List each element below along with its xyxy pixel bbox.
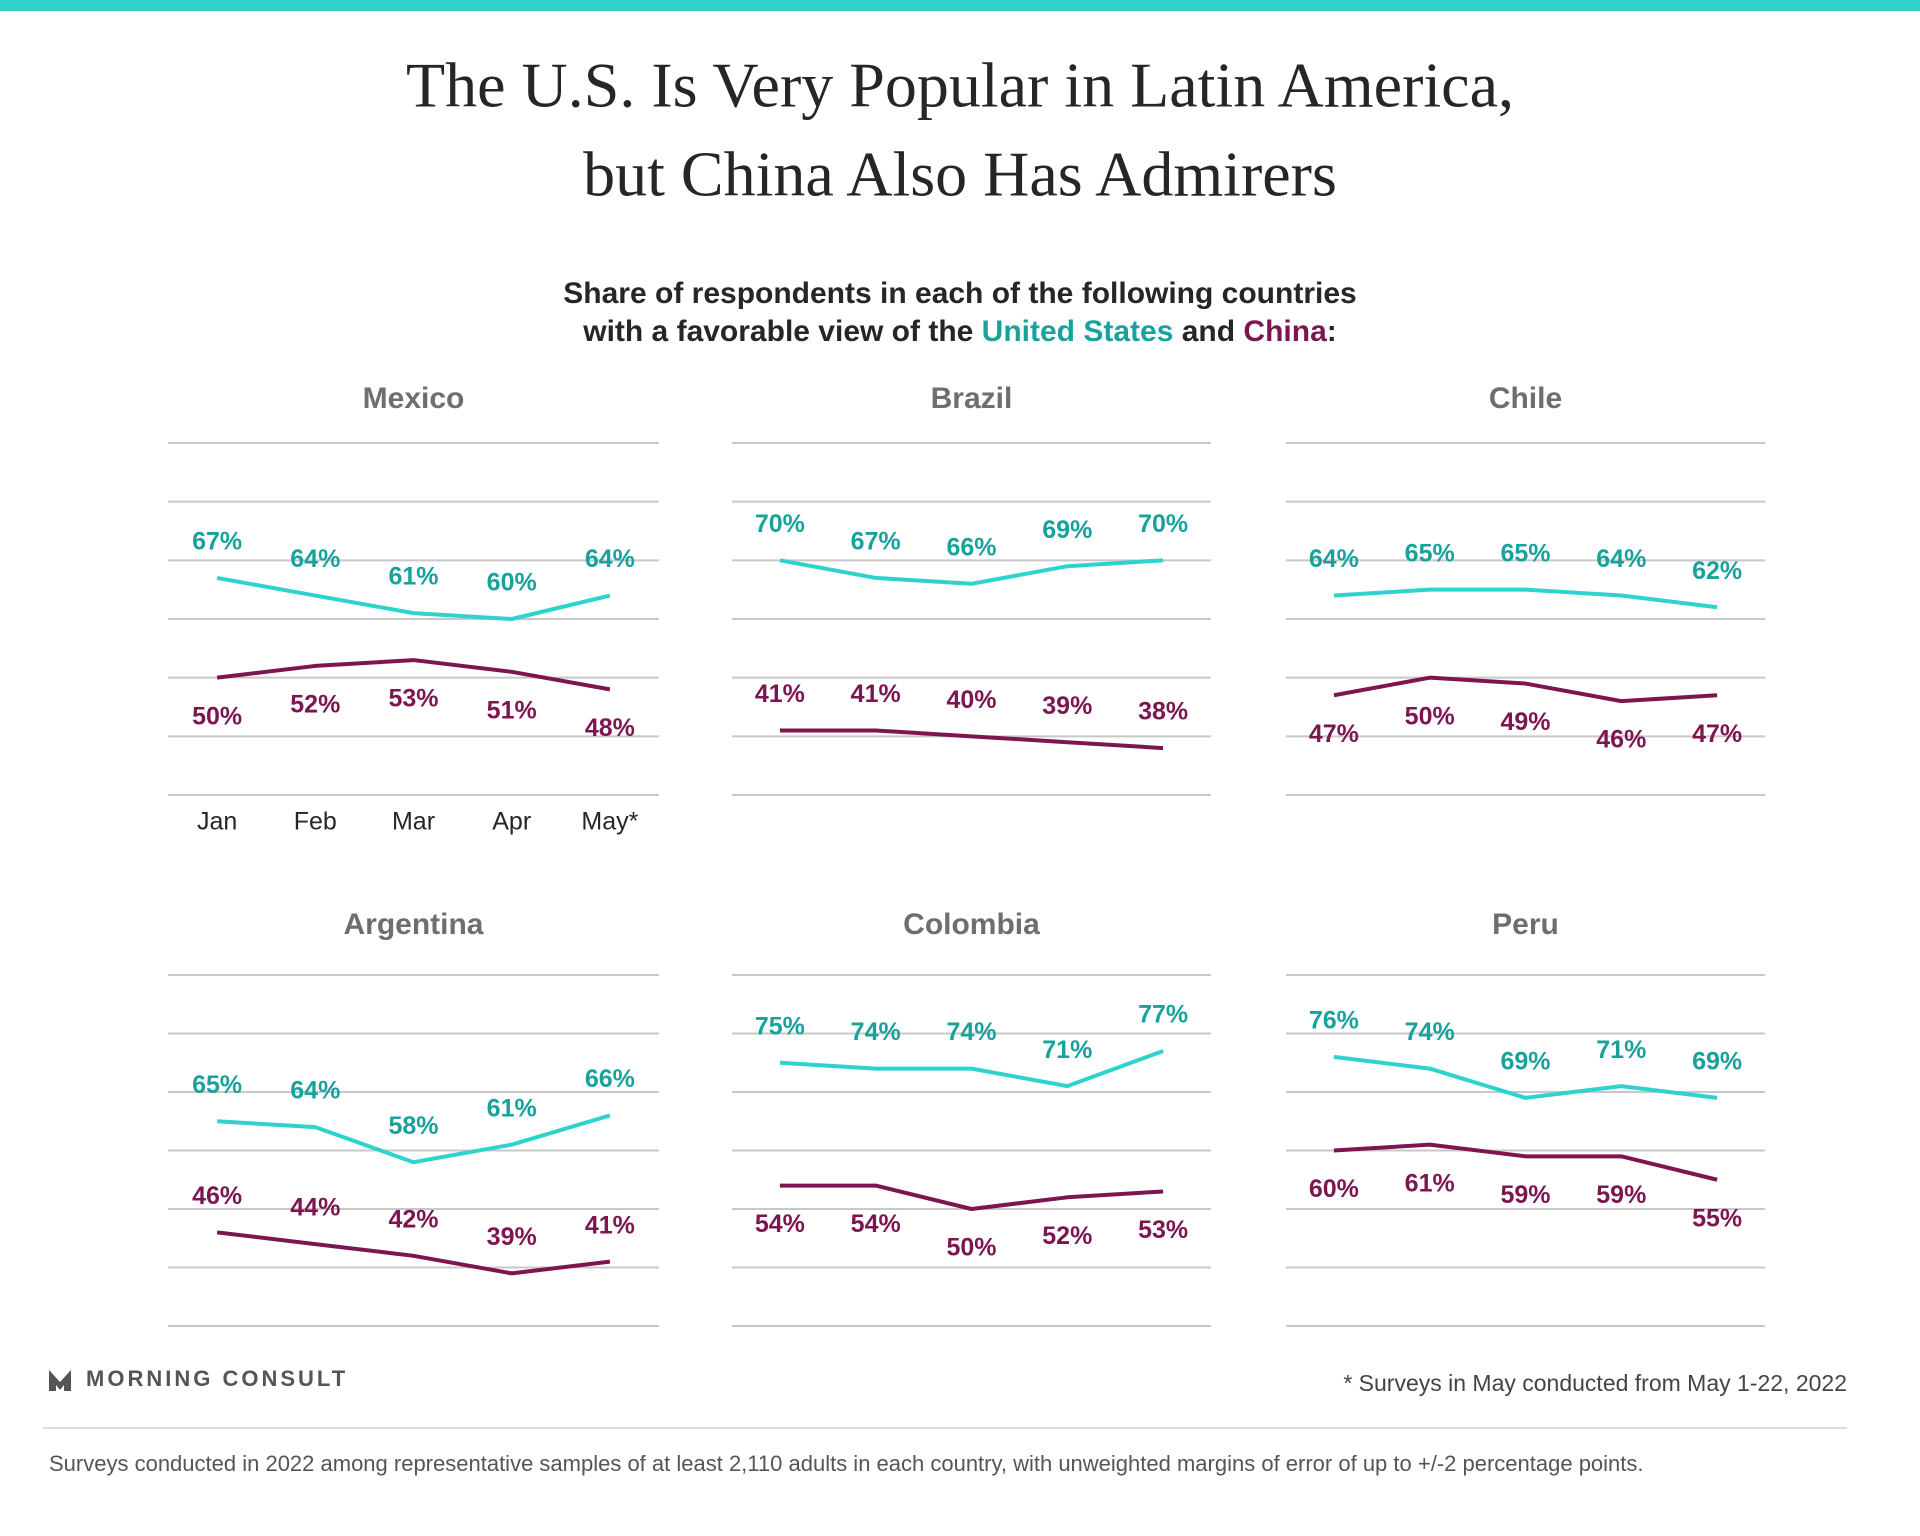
logo-icon — [49, 1370, 71, 1391]
x-tick-label: Feb — [294, 808, 337, 836]
data-label: 44% — [290, 1194, 340, 1222]
series-line — [779, 558, 1164, 586]
data-label: 50% — [192, 702, 242, 730]
data-label: 39% — [1042, 692, 1092, 720]
series-line — [216, 575, 611, 621]
subtitle: Share of respondents in each of the foll… — [563, 277, 1356, 310]
data-label: 64% — [1596, 545, 1646, 573]
top-bar — [0, 0, 1920, 11]
legend-entry: China — [1243, 315, 1327, 348]
data-label: 65% — [192, 1071, 242, 1099]
series-line — [779, 728, 1164, 751]
data-label: 46% — [1596, 726, 1646, 754]
data-label: 48% — [585, 714, 635, 742]
data-label: 42% — [388, 1205, 438, 1233]
data-label: 64% — [290, 1077, 340, 1105]
data-label: 38% — [1138, 698, 1188, 726]
data-label: 64% — [585, 545, 635, 573]
data-label: 61% — [1405, 1169, 1455, 1197]
data-label: 53% — [388, 685, 438, 713]
data-label: 71% — [1042, 1036, 1092, 1064]
data-label: 60% — [487, 569, 537, 597]
data-label: 74% — [946, 1018, 996, 1046]
panel-title: Brazil — [931, 382, 1013, 415]
series-line — [1333, 675, 1718, 704]
data-label: 54% — [851, 1210, 901, 1238]
data-label: 74% — [1405, 1018, 1455, 1046]
subtitle-part: with a favorable view of the — [582, 315, 973, 348]
data-label: 54% — [755, 1210, 805, 1238]
data-label: 60% — [1309, 1175, 1359, 1203]
data-label: 52% — [290, 691, 340, 719]
data-label: 41% — [851, 680, 901, 708]
subtitle: with a favorable view of the United Stat… — [582, 315, 1337, 348]
data-label: 50% — [1405, 702, 1455, 730]
panel-title: Chile — [1489, 382, 1562, 415]
panel-title: Colombia — [903, 908, 1040, 941]
footnote: * Surveys in May conducted from May 1-22… — [1343, 1370, 1847, 1396]
data-label: 69% — [1692, 1047, 1742, 1075]
series-line — [1333, 1054, 1718, 1100]
data-label: 67% — [192, 528, 242, 556]
series-line — [779, 1049, 1164, 1089]
data-label: 41% — [755, 680, 805, 708]
data-label: 47% — [1309, 720, 1359, 748]
panel-title: Peru — [1492, 908, 1559, 941]
x-tick-label: Jan — [197, 808, 237, 836]
data-label: 66% — [946, 533, 996, 561]
data-label: 65% — [1405, 539, 1455, 567]
data-label: 47% — [1692, 720, 1742, 748]
data-label: 75% — [755, 1012, 805, 1040]
data-label: 52% — [1042, 1222, 1092, 1250]
data-label: 66% — [585, 1065, 635, 1093]
data-label: 50% — [946, 1234, 996, 1262]
series-line — [779, 1183, 1164, 1211]
data-label: 69% — [1500, 1047, 1550, 1075]
data-label: 51% — [487, 696, 537, 724]
logo: MORNING CONSULT — [86, 1366, 348, 1391]
series-line — [216, 658, 611, 692]
data-label: 71% — [1596, 1036, 1646, 1064]
data-label: 67% — [851, 528, 901, 556]
data-label: 64% — [290, 545, 340, 573]
source: Surveys conducted in 2022 among represen… — [49, 1451, 1644, 1476]
subtitle-part: : — [1327, 315, 1337, 348]
data-label: 59% — [1500, 1181, 1550, 1209]
series-line — [1333, 1142, 1718, 1182]
series-line — [1333, 587, 1718, 610]
data-label: 58% — [388, 1112, 438, 1140]
x-tick-label: Mar — [392, 808, 435, 836]
data-label: 69% — [1042, 516, 1092, 544]
data-label: 70% — [1138, 510, 1188, 538]
data-label: 64% — [1309, 545, 1359, 573]
data-label: 49% — [1500, 708, 1550, 736]
data-label: 62% — [1692, 557, 1742, 585]
subtitle-part: and — [1182, 315, 1235, 348]
data-label: 55% — [1692, 1204, 1742, 1232]
legend-entry: United States — [982, 315, 1174, 348]
x-tick-label: May* — [581, 808, 638, 836]
data-label: 46% — [192, 1182, 242, 1210]
data-label: 40% — [946, 686, 996, 714]
data-label: 61% — [487, 1094, 537, 1122]
data-label: 61% — [388, 563, 438, 591]
data-label: 76% — [1309, 1007, 1359, 1035]
data-label: 70% — [755, 510, 805, 538]
data-label: 77% — [1138, 1001, 1188, 1029]
data-label: 39% — [487, 1223, 537, 1251]
x-tick-label: Apr — [492, 808, 531, 836]
data-label: 59% — [1596, 1181, 1646, 1209]
panel-title: Argentina — [343, 908, 483, 941]
series-line — [216, 1113, 611, 1165]
panel-title: Mexico — [363, 382, 465, 415]
data-label: 65% — [1500, 539, 1550, 567]
data-label: 41% — [585, 1211, 635, 1239]
series-line — [216, 1230, 611, 1276]
title-line: The U.S. Is Very Popular in Latin Americ… — [406, 50, 1514, 121]
data-label: 53% — [1138, 1216, 1188, 1244]
title-line: but China Also Has Admirers — [583, 139, 1337, 210]
data-label: 74% — [851, 1018, 901, 1046]
